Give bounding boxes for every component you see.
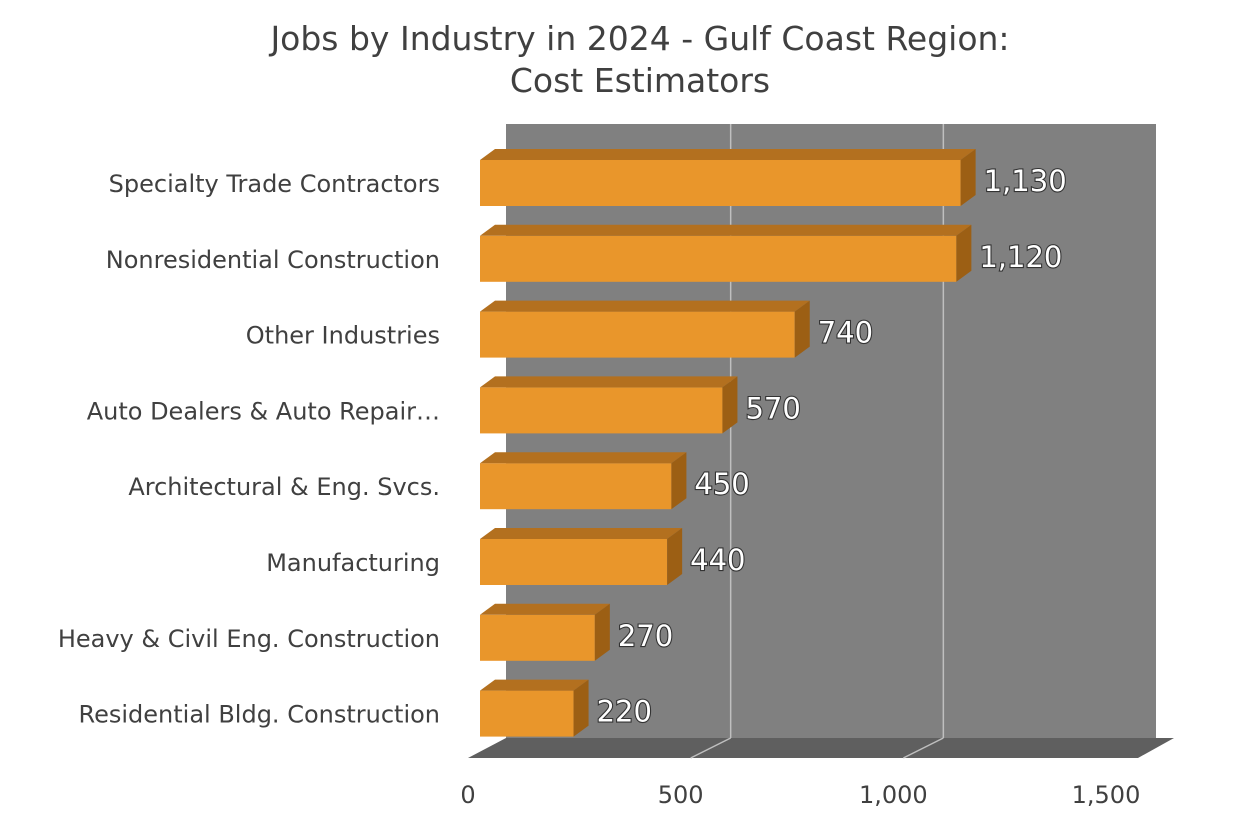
bar-top xyxy=(480,679,589,691)
bar-top xyxy=(480,224,972,236)
bar-front xyxy=(480,539,668,585)
bar xyxy=(480,149,976,206)
bar-top xyxy=(480,452,687,464)
x-tick-label: 500 xyxy=(658,781,704,809)
data-label: 740 xyxy=(818,316,873,350)
bar-side xyxy=(960,149,976,206)
data-label: 270 xyxy=(618,619,673,653)
data-labels: 1,130 1,120 740 570 450 440 270 220 xyxy=(595,163,1067,730)
gridline-floor xyxy=(902,737,944,759)
category-label: Heavy & Civil Eng. Construction xyxy=(58,625,440,653)
gridline-floor xyxy=(690,737,732,759)
chart-walls xyxy=(468,124,1174,758)
x-tick-label: 0 xyxy=(460,781,475,809)
bar xyxy=(480,603,610,661)
bar-top xyxy=(480,376,738,388)
category-label: Other Industries xyxy=(246,322,440,350)
bar-side xyxy=(667,528,683,585)
category-label: Specialty Trade Contractors xyxy=(109,170,440,198)
x-tick-label: 1,500 xyxy=(1072,781,1141,809)
bar-side xyxy=(956,224,972,282)
bar-front xyxy=(480,235,957,282)
chart-title: Jobs by Industry in 2024 - Gulf Coast Re… xyxy=(0,18,1236,102)
bar-top xyxy=(480,149,976,160)
data-label: 220 xyxy=(597,695,652,729)
data-label: 570 xyxy=(745,391,800,425)
category-label: Manufacturing xyxy=(266,549,440,577)
bar xyxy=(480,452,687,510)
bar-front xyxy=(480,614,595,661)
bar-front xyxy=(480,463,672,510)
floor xyxy=(468,738,1174,758)
chart-title-line1: Jobs by Industry in 2024 - Gulf Coast Re… xyxy=(270,19,1010,58)
data-label: 450 xyxy=(694,467,749,501)
bar-side xyxy=(594,603,610,661)
bar-front xyxy=(480,690,574,737)
bar-top xyxy=(480,300,810,312)
bar xyxy=(480,224,972,282)
data-label: 1,120 xyxy=(979,240,1062,274)
bar-front xyxy=(480,311,795,358)
bar-side xyxy=(573,679,589,737)
bar-side xyxy=(794,300,810,358)
bar-front xyxy=(480,160,961,206)
category-label: Residential Bldg. Construction xyxy=(79,701,441,729)
data-label: 440 xyxy=(690,543,745,577)
x-tick-label: 1,000 xyxy=(859,781,928,809)
bar xyxy=(480,300,810,358)
x-axis-tick-labels: 0 500 1,000 1,500 xyxy=(460,781,1140,809)
data-label: 1,130 xyxy=(984,164,1067,198)
bar xyxy=(480,376,738,434)
bar-side xyxy=(671,452,687,510)
bar-front xyxy=(480,387,723,434)
bar-side xyxy=(722,376,738,434)
category-labels: Specialty Trade Contractors Nonresidentia… xyxy=(58,170,440,729)
bars xyxy=(480,149,976,737)
category-label: Auto Dealers & Auto Repair… xyxy=(87,397,440,425)
category-label: Architectural & Eng. Svcs. xyxy=(128,473,440,501)
category-label: Nonresidential Construction xyxy=(106,246,440,274)
bar xyxy=(480,679,589,737)
bar-top xyxy=(480,528,683,539)
bar-top xyxy=(480,603,610,615)
bar xyxy=(480,528,683,585)
chart-subtitle: Cost Estimators xyxy=(509,61,771,100)
